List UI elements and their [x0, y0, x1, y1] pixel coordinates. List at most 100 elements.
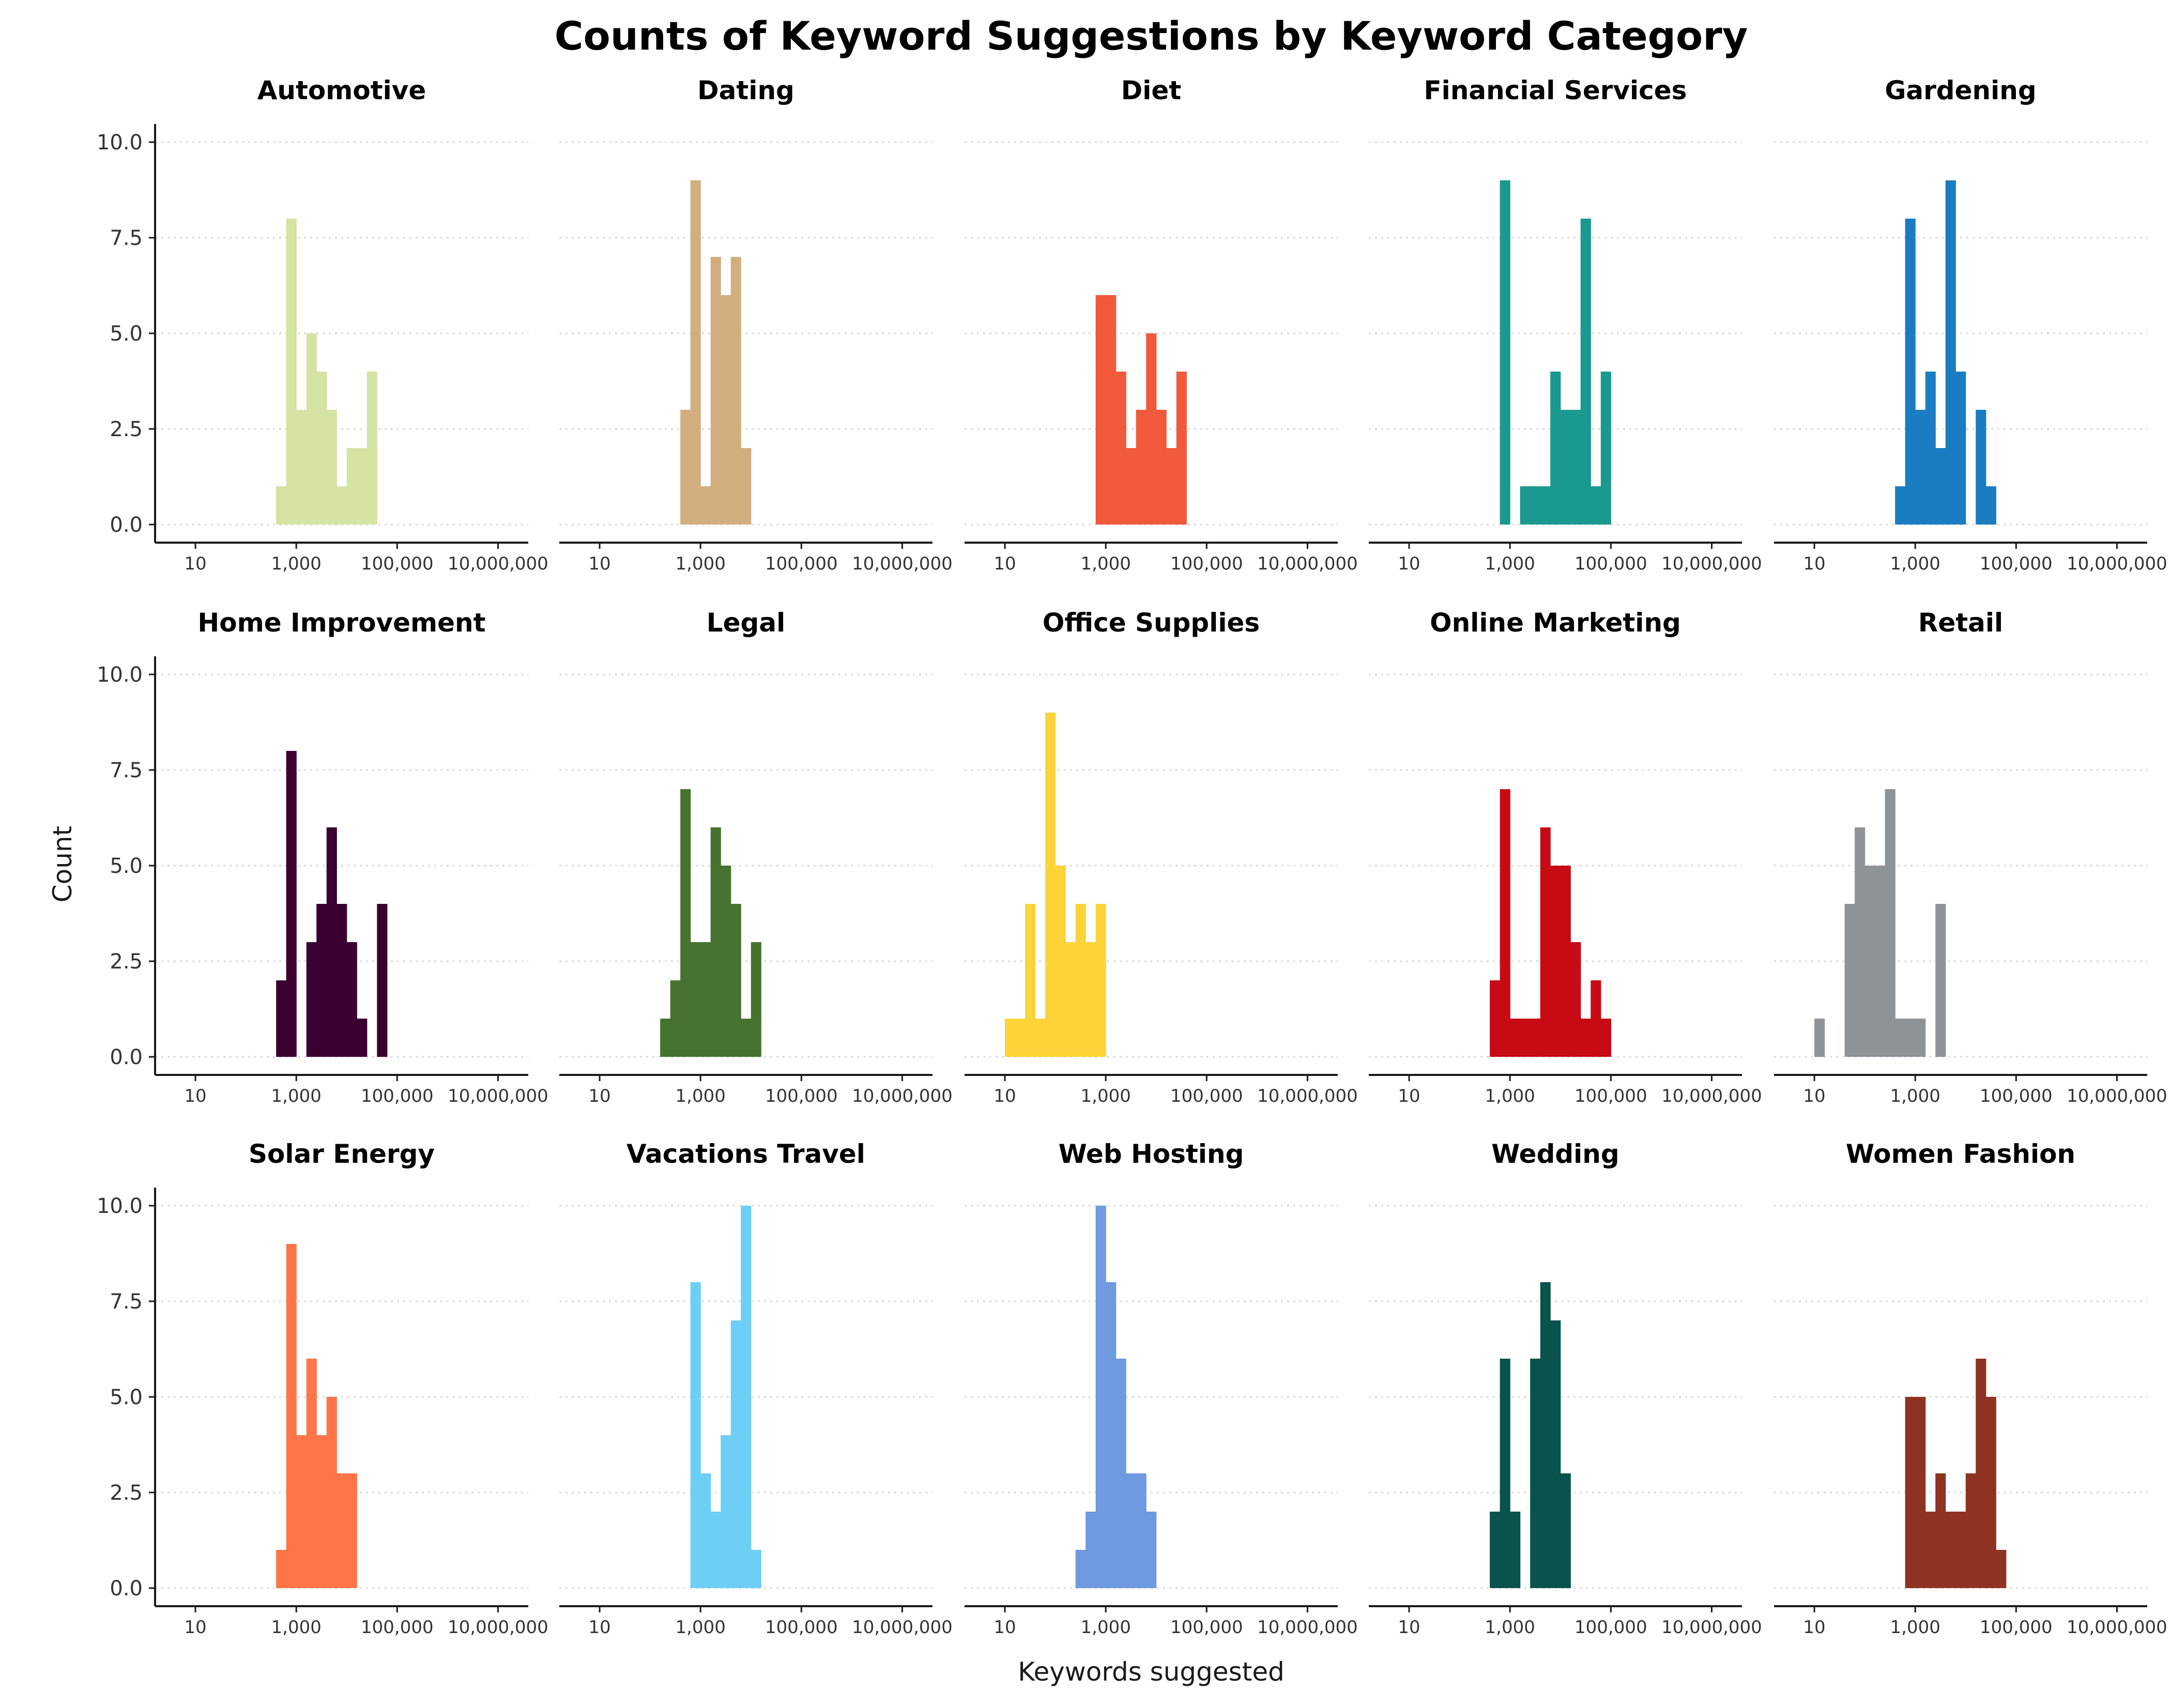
x-tick-label: 10	[184, 553, 206, 574]
histogram-bar	[700, 486, 711, 525]
histogram-bar	[1540, 1282, 1551, 1588]
x-tick-label: 10,000,000	[852, 1617, 953, 1638]
histogram-bar	[1045, 713, 1056, 1057]
histogram-bar	[1985, 1397, 1996, 1588]
histogram-bar	[1955, 1512, 1966, 1588]
y-axis-label: Count	[48, 826, 78, 903]
histogram-bar	[690, 942, 701, 1057]
x-tick-label: 10	[993, 1617, 1016, 1638]
x-tick-label: 10	[588, 1617, 610, 1638]
histogram-bar	[1015, 1019, 1026, 1057]
histogram-bar	[730, 904, 741, 1057]
histogram-bar	[286, 219, 297, 525]
histogram-bar	[1156, 410, 1167, 525]
histogram-bar	[710, 827, 721, 1057]
facet-panel: Diet 10 1,000 100,000 10,000,000	[965, 75, 1358, 574]
histogram-bar	[1945, 180, 1956, 525]
histogram-bar	[1591, 486, 1601, 525]
histogram-bar	[357, 448, 368, 525]
histogram-bar	[306, 942, 317, 1057]
histogram-bar	[276, 486, 287, 525]
histogram-bar	[730, 1320, 741, 1588]
histogram-bar	[346, 448, 357, 525]
histogram-bar	[751, 1550, 761, 1588]
histogram-bar	[741, 448, 752, 525]
facet-title: Home Improvement	[197, 608, 485, 638]
histogram-bar	[1500, 789, 1510, 1057]
x-tick-label: 100,000	[361, 553, 434, 574]
x-tick-label: 100,000	[361, 1617, 434, 1638]
histogram-bar	[286, 751, 297, 1057]
y-tick-label: 7.5	[110, 226, 143, 250]
histogram-bar	[1115, 1359, 1126, 1588]
facet-panel: Legal 10 1,000 100,000 10,000,000	[559, 608, 953, 1106]
histogram-bar	[1591, 980, 1601, 1057]
x-tick-label: 100,000	[765, 1617, 838, 1638]
facet-title: Web Hosting	[1059, 1139, 1244, 1169]
x-tick-label: 100,000	[361, 1086, 434, 1106]
histogram-bar	[1126, 448, 1137, 525]
y-tick-label: 10.0	[97, 663, 143, 687]
histogram-bar	[721, 1435, 731, 1588]
histogram-bar	[316, 372, 327, 525]
x-tick-label: 10	[1803, 1617, 1825, 1638]
x-tick-label: 10	[1803, 553, 1825, 574]
facet-panel: Web Hosting 10 1,000 100,000 10,000,000	[965, 1139, 1358, 1638]
facet-title: Office Supplies	[1043, 608, 1260, 638]
facet-panel: Wedding 10 1,000 100,000 10,000,000	[1369, 1139, 1762, 1638]
x-tick-label: 10,000,000	[1257, 553, 1358, 574]
histogram-bar	[710, 1512, 721, 1588]
x-axis-label: Keywords suggested	[1018, 1657, 1285, 1687]
histogram-bar	[751, 942, 761, 1057]
x-tick-label: 100,000	[1170, 553, 1243, 574]
x-tick-label: 10,000,000	[1661, 553, 1762, 574]
facet-panel: Dating 10 1,000 100,000 10,000,000	[559, 75, 953, 574]
x-tick-label: 1,000	[1485, 553, 1535, 574]
histogram-bar	[1025, 904, 1036, 1057]
histogram-bar	[1814, 1019, 1825, 1057]
histogram-bar	[337, 1473, 347, 1588]
histogram-bar	[1146, 1512, 1157, 1588]
x-tick-label: 1,000	[1890, 1617, 1940, 1638]
y-tick-label: 5.0	[110, 1386, 143, 1409]
histogram-bar	[1540, 486, 1551, 525]
x-tick-label: 1,000	[1890, 1086, 1940, 1106]
histogram-bar	[1530, 486, 1541, 525]
histogram-bar	[690, 1282, 701, 1588]
x-tick-label: 10,000,000	[2067, 553, 2167, 574]
y-tick-label: 0.0	[110, 1045, 143, 1069]
facet-title: Diet	[1121, 75, 1181, 105]
histogram-bar	[1065, 942, 1076, 1057]
facet-panel: Solar Energy 10 1,000 100,000 10,000,000 0.0 2…	[97, 1139, 548, 1638]
histogram-bar	[1106, 1282, 1117, 1588]
facet-panel: Online Marketing 10 1,000 100,000 10,000,000	[1369, 608, 1762, 1106]
facet-panel: Automotive 10 1,000 100,000 10,000,000 0.0 2.5…	[97, 75, 548, 574]
histogram-bar	[1600, 1019, 1611, 1057]
facet-title: Retail	[1918, 608, 2003, 638]
x-tick-label: 100,000	[1170, 1617, 1243, 1638]
x-tick-label: 10	[184, 1086, 206, 1106]
histogram-bar	[1086, 1512, 1096, 1588]
histogram-bar	[1086, 942, 1096, 1057]
x-tick-label: 1,000	[1485, 1617, 1535, 1638]
histogram-bar	[296, 1435, 307, 1588]
histogram-bar	[710, 257, 721, 525]
x-tick-label: 100,000	[765, 553, 838, 574]
histogram-bar	[326, 827, 337, 1057]
histogram-bar	[1935, 1473, 1946, 1588]
histogram-bar	[1915, 1397, 1926, 1588]
histogram-bar	[276, 1550, 287, 1588]
x-tick-label: 1,000	[676, 553, 726, 574]
y-tick-label: 10.0	[97, 1194, 143, 1218]
histogram-bar	[316, 1435, 327, 1588]
histogram-bar	[1965, 1473, 1976, 1588]
histogram-bar	[1146, 333, 1157, 525]
x-tick-label: 10,000,000	[448, 1086, 548, 1106]
y-tick-label: 2.5	[110, 418, 143, 441]
histogram-bar	[1844, 904, 1855, 1057]
histogram-bar	[296, 410, 307, 525]
x-tick-label: 10,000,000	[2067, 1086, 2167, 1106]
histogram-bar	[1176, 372, 1187, 525]
facet-panel: Vacations Travel 10 1,000 100,000 10,000,000	[559, 1139, 953, 1638]
histogram-bar	[1885, 789, 1895, 1057]
